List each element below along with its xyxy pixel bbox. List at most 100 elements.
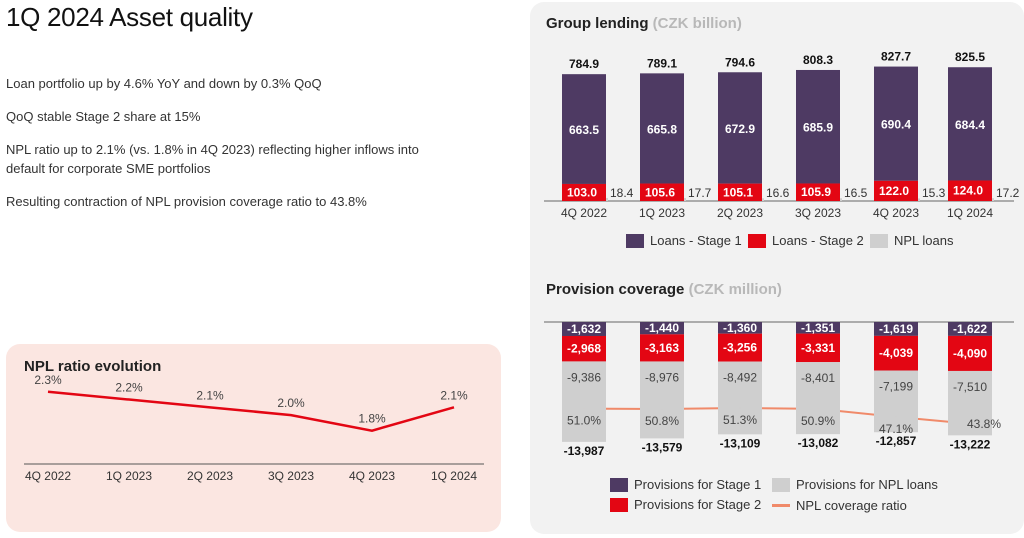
x-tick-label: 4Q 2022 — [561, 206, 607, 220]
npl-value-label: 17.7 — [688, 186, 712, 200]
npl-ratio-chart: 2.3% 4Q 2022 2.2% 1Q 2023 2.1% 2Q 2023 2.0% 3Q … — [24, 373, 484, 483]
npl-ratio-panel: NPL ratio evolution 2.3% 4Q 2022 2.2% 1Q 20… — [6, 344, 501, 532]
bar-prov-stage1 — [948, 322, 992, 336]
bar-prov-stage2 — [640, 334, 684, 362]
npl-value-label: 17.2 — [996, 186, 1020, 200]
stage2-value-label: 103.0 — [567, 185, 597, 199]
page-title: 1Q 2024 Asset quality — [6, 2, 253, 32]
bar-prov-stage2 — [874, 335, 918, 371]
bar-prov-stage2 — [718, 333, 762, 362]
prov-npl-value-label: -8,976 — [645, 370, 679, 384]
bullet-text: NPL ratio up to 2.1% (vs. 1.8% in 4Q 202… — [6, 142, 419, 176]
prov-stage1-value-label: -1,619 — [879, 322, 913, 336]
bar-stage2 — [718, 183, 762, 201]
prov-stage2-value-label: -4,039 — [879, 346, 913, 360]
bar-stage1 — [640, 73, 684, 184]
prov-npl-value-label: -7,199 — [879, 379, 913, 393]
npl-ratio-line — [47, 390, 455, 432]
bar-npl — [762, 198, 764, 201]
x-tick-label: 1Q 2024 — [431, 469, 477, 483]
npl-ratio-value-label: 2.1% — [196, 388, 224, 402]
group-lending-unit: (CZK billion) — [652, 15, 742, 32]
stage1-value-label: 690.4 — [881, 118, 911, 132]
total-value-label: 794.6 — [725, 55, 755, 69]
provision-coverage-chart: -1,632 -2,968 -9,386 51.0% -13,987 -1,440 -3,1… — [544, 321, 1014, 458]
stage2-value-label: 122.0 — [879, 184, 909, 198]
x-tick-label: 1Q 2024 — [947, 206, 993, 220]
npl-value-label: 15.3 — [922, 186, 946, 200]
npl-ratio-value-label: 2.0% — [277, 396, 305, 410]
bar-stage2 — [796, 183, 840, 201]
provision-coverage-unit: (CZK million) — [688, 281, 782, 298]
bar-prov-stage2 — [796, 333, 840, 363]
bar-stage1 — [948, 67, 992, 181]
coverage-ratio-label: 43.8% — [967, 417, 1001, 431]
prov-total-label: -13,109 — [720, 436, 761, 450]
bar-prov-stage1 — [796, 322, 840, 334]
legend-label: Provisions for NPL loans — [796, 477, 938, 492]
x-tick-label: 4Q 2023 — [873, 206, 919, 220]
prov-stage1-value-label: -1,632 — [567, 322, 601, 336]
total-value-label: 825.5 — [955, 50, 985, 64]
x-tick-label: 4Q 2023 — [349, 469, 395, 483]
legend-item-stage2: Loans - Stage 2 — [748, 233, 864, 248]
prov-stage2-value-label: -2,968 — [567, 342, 601, 356]
bar-prov-stage1 — [640, 322, 684, 335]
legend-label: Provisions for Stage 2 — [634, 497, 762, 512]
provision-coverage-legend: Provisions for Stage 1 Provisions for NP… — [530, 477, 1024, 521]
legend-label: NPL coverage ratio — [796, 498, 907, 513]
bar-prov-npl — [796, 362, 840, 435]
npl-ratio-value-label: 2.1% — [440, 388, 468, 402]
legend-line-swatch — [772, 504, 790, 507]
bar-stage2 — [640, 183, 684, 201]
legend-item-prov-stage1: Provisions for Stage 1 — [610, 477, 761, 492]
bar-npl — [992, 198, 994, 201]
npl-ratio-value-label: 1.8% — [358, 412, 386, 426]
total-value-label: 827.7 — [881, 50, 911, 64]
npl-ratio-title: NPL ratio evolution — [24, 358, 162, 375]
x-tick-label: 3Q 2023 — [795, 206, 841, 220]
npl-value-label: 16.5 — [844, 186, 868, 200]
prov-npl-value-label: -9,386 — [567, 370, 601, 384]
right-charts-panel: Group lending (CZK billion) 663.5 103.0 18… — [530, 2, 1024, 534]
total-value-label: 789.1 — [647, 56, 677, 70]
legend-label: Provisions for Stage 1 — [634, 477, 762, 492]
x-tick-label: 1Q 2023 — [639, 206, 685, 220]
bar-stage2 — [562, 183, 606, 201]
prov-total-label: -13,082 — [798, 436, 839, 450]
prov-stage1-value-label: -1,360 — [723, 321, 757, 335]
bar-prov-npl — [718, 361, 762, 435]
prov-npl-value-label: -8,492 — [723, 371, 757, 385]
bar-prov-stage1 — [562, 322, 606, 336]
coverage-ratio-label: 51.3% — [723, 413, 757, 427]
bar-prov-npl — [562, 361, 606, 442]
prov-total-label: -12,857 — [876, 434, 917, 448]
coverage-ratio-label: 50.9% — [801, 414, 835, 428]
bar-prov-npl — [874, 370, 918, 433]
bar-prov-stage2 — [562, 335, 606, 362]
legend-swatch — [870, 233, 888, 248]
legend-item-npl: NPL loans — [870, 233, 954, 248]
bullet-text: QoQ stable Stage 2 share at 15% — [6, 109, 201, 124]
legend-label: Loans - Stage 1 — [650, 233, 742, 248]
legend-item-prov-npl: Provisions for NPL loans — [772, 477, 938, 492]
stage1-value-label: 685.9 — [803, 121, 833, 135]
total-value-label: 784.9 — [569, 57, 599, 71]
legend-item-prov-stage2: Provisions for Stage 2 — [610, 497, 761, 512]
group-lending-title-text: Group lending — [546, 15, 649, 32]
bar-stage1 — [562, 74, 606, 184]
prov-stage2-value-label: -4,090 — [953, 346, 987, 360]
bar-stage1 — [718, 72, 762, 184]
bullet-text: Loan portfolio up by 4.6% YoY and down b… — [6, 76, 322, 91]
bar-npl — [918, 198, 920, 201]
bar-stage1 — [874, 66, 918, 181]
provision-coverage-title: Provision coverage (CZK million) — [546, 281, 782, 298]
stage2-value-label: 105.6 — [645, 185, 675, 199]
provision-coverage-title-text: Provision coverage — [546, 281, 685, 298]
stage1-value-label: 684.4 — [955, 118, 985, 132]
legend-item-coverage-ratio: NPL coverage ratio — [772, 498, 907, 513]
bar-stage2 — [874, 180, 918, 201]
prov-total-label: -13,222 — [950, 437, 991, 451]
x-tick-label: 3Q 2023 — [268, 469, 314, 483]
bar-prov-stage2 — [948, 335, 992, 371]
